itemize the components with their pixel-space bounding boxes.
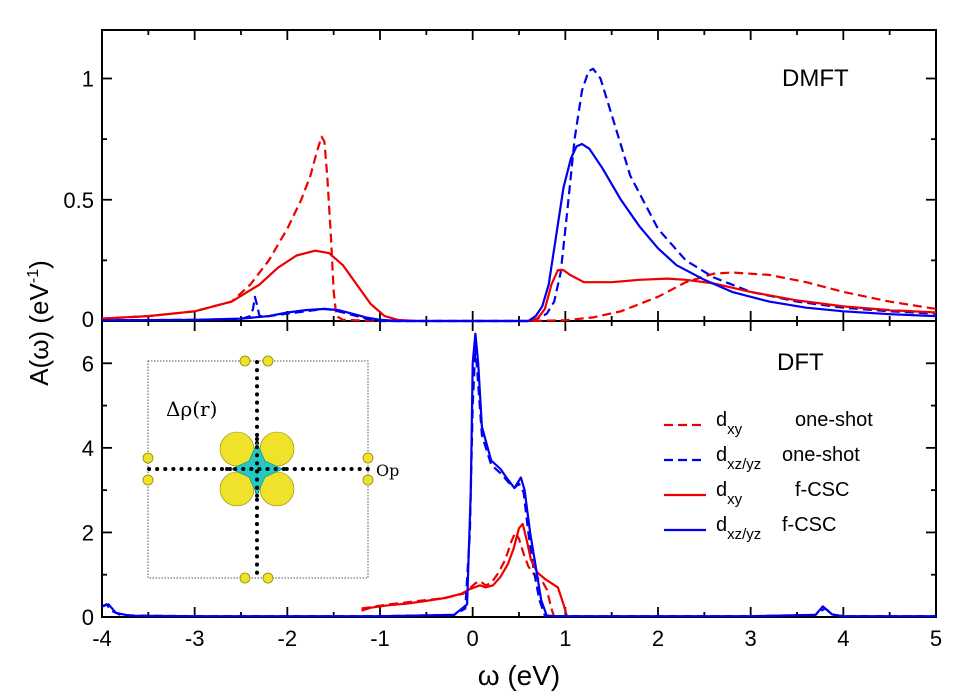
y-tick-label: 4 (82, 436, 94, 461)
legend-label: dxy f-CSC (716, 479, 849, 508)
x-axis-label: ω (eV) (478, 660, 561, 691)
x-tick-label: -4 (92, 626, 112, 651)
y-tick-label: 2 (82, 520, 94, 545)
top-panel-series (101, 67, 937, 323)
x-tick-label: 1 (559, 626, 571, 651)
y-tick-label: 0 (82, 307, 94, 332)
oxygen-site (142, 452, 154, 464)
oxygen-site (239, 355, 251, 367)
orbital-lobe (259, 471, 295, 507)
x-tick-label: -3 (185, 626, 205, 651)
y-tick-label: 0 (82, 605, 94, 630)
inset-orbital-lobes (219, 431, 295, 507)
oxygen-site (262, 355, 274, 367)
x-tick-label: 4 (837, 626, 849, 651)
oxygen-site (262, 572, 274, 584)
legend: dxy one-shot dxz/yz one-shot dxy f-CSC dxz/yz f… (664, 409, 873, 543)
oxygen-site (142, 474, 154, 486)
inset-oxygen-label: Op (376, 461, 399, 480)
bottom-panel-series (101, 332, 936, 618)
series-line-dxz-yz-one-shot (101, 67, 937, 323)
inset-delta-rho-label: Δρ(r) (166, 397, 217, 421)
inset-oxygen-sites (142, 355, 374, 584)
y-axis-label: A(ω) (eV-1) (24, 260, 54, 386)
series-line-dxz-yz-f-csc (101, 332, 936, 618)
orbital-lobe (219, 431, 255, 467)
y-tick-label: 0.5 (63, 188, 94, 213)
series-line-dxy-f-csc (361, 522, 569, 618)
oxygen-site (239, 572, 251, 584)
series-line-dxy-f-csc (101, 249, 937, 323)
top-panel-title: DMFT (782, 65, 849, 92)
oxygen-site (362, 474, 374, 486)
y-axis-label-main: A(ω) (eV (24, 282, 54, 385)
y-tick-label: 6 (82, 351, 94, 376)
y-axis-label-close: ) (24, 260, 54, 269)
legend-label: dxy one-shot (716, 409, 873, 438)
legend-label: dxz/yz one-shot (716, 444, 860, 473)
series-line-dxz-yz-f-csc (101, 142, 937, 323)
x-tick-label: 5 (930, 626, 942, 651)
x-tick-label: 0 (467, 626, 479, 651)
x-tick-label: -1 (370, 626, 390, 651)
axis-tick-labels: 0 0.5 1 0 2 4 6 -4 -3 -2 -1 0 1 2 3 4 5 (63, 67, 942, 652)
y-tick-label: 1 (82, 67, 94, 92)
bottom-panel-title: DFT (777, 349, 824, 376)
orbital-lobe (259, 431, 295, 467)
x-tick-label: 2 (652, 626, 664, 651)
x-tick-label: 3 (745, 626, 757, 651)
inset-charge-density: Δρ(r) Op (142, 355, 399, 584)
y-axis-label-exp: -1 (25, 269, 42, 283)
x-tick-label: -2 (278, 626, 298, 651)
series-line-dxy-one-shot (101, 135, 937, 323)
legend-label: dxz/yz f-CSC (716, 514, 836, 543)
oxygen-site (362, 452, 374, 464)
orbital-lobe (219, 471, 255, 507)
